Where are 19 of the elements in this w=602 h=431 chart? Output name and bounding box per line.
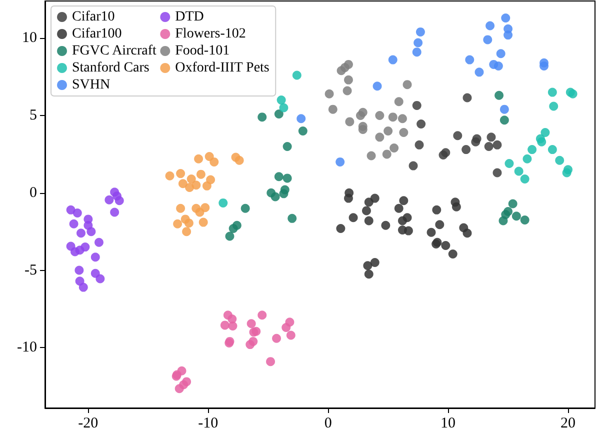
legend-label: FGVC Aircraft: [72, 44, 156, 58]
y-tick-label: -5: [24, 262, 37, 278]
legend-label: Cifar10: [72, 10, 115, 24]
legend-label: DTD: [175, 10, 204, 24]
legend-label: Food-101: [175, 44, 230, 58]
y-tick-label: 10: [22, 30, 37, 46]
y-tick-label: 5: [30, 108, 37, 124]
y-tick-label: 0: [30, 184, 37, 201]
legend-label: Cifar100: [72, 26, 122, 42]
legend-label: Flowers-102: [175, 26, 246, 42]
legend-label: SVHN: [72, 78, 110, 92]
x-tick-label: 10: [440, 416, 456, 431]
x-tick-label: -10: [198, 416, 218, 431]
y-tick-label: -10: [17, 340, 37, 356]
x-tick-label: 0: [324, 416, 332, 431]
x-tick-label: -20: [78, 416, 98, 431]
x-tick-label: 20: [560, 416, 576, 431]
legend-label: Stanford Cars: [72, 60, 150, 76]
legend-label: Oxford-IIIT Pets: [175, 60, 270, 76]
